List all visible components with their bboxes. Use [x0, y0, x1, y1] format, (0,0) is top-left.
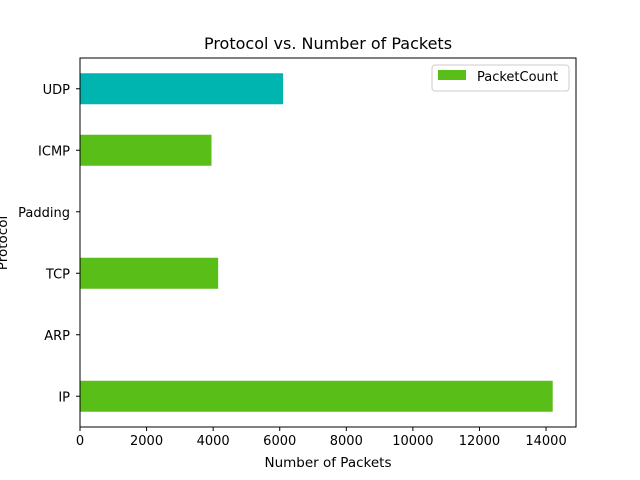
- y-axis-ticks: IP ARP TCP Padding ICMP UDP: [18, 83, 80, 405]
- legend-swatch-packetcount: [438, 70, 466, 80]
- y-tick-label-arp: ARP: [44, 329, 70, 344]
- y-tick-label-padding: Padding: [18, 206, 70, 221]
- x-tick-label: 8000: [330, 434, 363, 449]
- y-tick-label-icmp: ICMP: [38, 144, 70, 159]
- y-tick-label-ip: IP: [58, 390, 70, 405]
- legend-label-packetcount: PacketCount: [477, 70, 558, 85]
- y-axis-label: Protocol: [0, 216, 11, 270]
- x-tick-label: 0: [76, 434, 84, 449]
- x-axis-label: Number of Packets: [264, 455, 391, 471]
- x-tick-label: 6000: [263, 434, 296, 449]
- x-tick-label: 14000: [525, 434, 566, 449]
- bar-tcp: [80, 257, 219, 289]
- bar-udp: [80, 73, 284, 105]
- x-tick-label: 4000: [197, 434, 230, 449]
- chart-title: Protocol vs. Number of Packets: [204, 34, 452, 53]
- plot-area-frame: [79, 57, 577, 428]
- x-tick-label: 10000: [392, 434, 433, 449]
- x-tick-label: 12000: [459, 434, 500, 449]
- bar-icmp: [80, 134, 212, 166]
- y-tick-label-tcp: TCP: [45, 267, 70, 282]
- y-tick-label-udp: UDP: [43, 83, 71, 98]
- bar-ip: [80, 380, 553, 412]
- bar-group: [80, 73, 553, 412]
- legend-frame: [431, 64, 570, 92]
- legend: PacketCount: [431, 64, 570, 92]
- x-axis-ticks: 0 2000 4000 6000 8000 10000 12000 14000: [76, 427, 567, 449]
- x-tick-label: 2000: [130, 434, 163, 449]
